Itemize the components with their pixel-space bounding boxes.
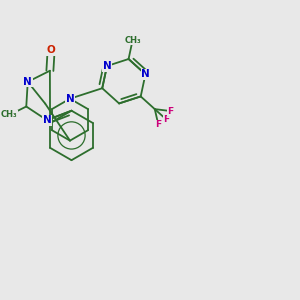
- Text: CH₃: CH₃: [1, 110, 18, 119]
- Text: F: F: [155, 120, 161, 129]
- Text: CH₃: CH₃: [124, 36, 141, 45]
- Text: N: N: [103, 61, 111, 71]
- Text: N: N: [141, 69, 150, 79]
- Text: F: F: [168, 106, 174, 116]
- Text: O: O: [47, 45, 56, 56]
- Text: N: N: [43, 115, 51, 125]
- Text: N: N: [66, 94, 74, 104]
- Text: N: N: [23, 77, 32, 87]
- Text: F: F: [164, 115, 170, 124]
